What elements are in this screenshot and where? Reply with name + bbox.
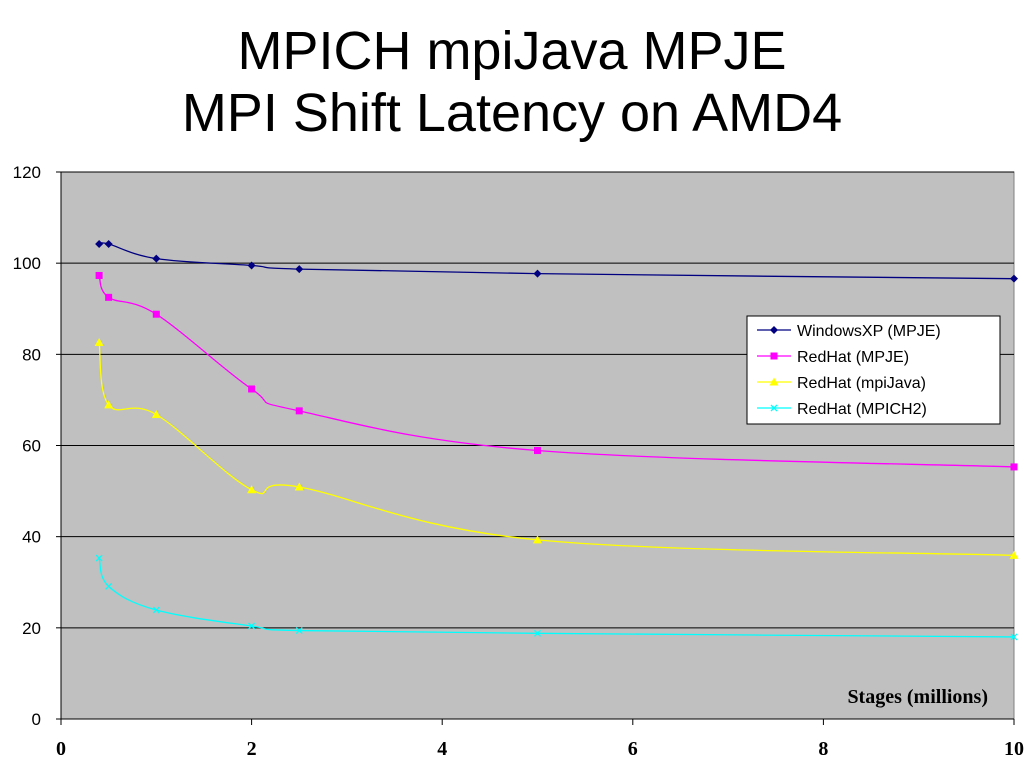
data-point xyxy=(105,293,113,301)
x-tick-label: 0 xyxy=(56,738,66,760)
marker-stroke xyxy=(152,606,160,614)
x-axis-ticks: 0 2 4 6 8 10 xyxy=(56,719,1024,760)
legend-label: WindowsXP (MPJE) xyxy=(797,323,941,340)
data-point xyxy=(105,582,113,590)
x-tick-label: 8 xyxy=(818,738,828,760)
data-point xyxy=(94,337,104,346)
legend-entry: RedHat (mpiJava) xyxy=(757,375,926,392)
data-point xyxy=(1010,274,1018,283)
legend: WindowsXP (MPJE) RedHat (MPJE) RedHat (mpi… xyxy=(746,315,1001,425)
x-tick-label: 2 xyxy=(247,738,257,760)
data-point xyxy=(152,310,160,318)
data-point xyxy=(104,240,113,249)
data-point xyxy=(247,261,256,270)
series-line xyxy=(98,342,1015,557)
series-layer xyxy=(94,240,1019,641)
marker-stroke xyxy=(105,582,113,590)
data-point xyxy=(248,622,256,630)
marker-stroke xyxy=(770,404,778,412)
data-point xyxy=(152,606,160,614)
series-line xyxy=(98,557,1015,638)
legend-label: RedHat (MPICH2) xyxy=(797,401,927,418)
data-point xyxy=(533,269,542,278)
series-line xyxy=(98,242,1015,280)
data-point xyxy=(294,482,304,491)
data-point xyxy=(295,627,303,635)
legend-swatch-marker xyxy=(770,404,778,412)
legend-label: RedHat (mpiJava) xyxy=(797,375,926,392)
data-point xyxy=(95,240,104,249)
y-tick-label: 0 xyxy=(32,710,41,729)
data-point xyxy=(534,629,541,637)
x-tick-label: 6 xyxy=(628,738,638,760)
y-tick-label: 60 xyxy=(22,437,41,456)
y-tick-label: 20 xyxy=(22,619,41,638)
x-axis-label: Stages (millions) xyxy=(847,686,988,708)
data-point xyxy=(295,265,304,274)
y-tick-label: 100 xyxy=(13,254,41,273)
legend-swatch-marker xyxy=(770,352,778,360)
legend-swatch-marker xyxy=(770,326,778,334)
series-2 xyxy=(95,271,1018,471)
legend-swatch-marker xyxy=(769,377,779,386)
data-point xyxy=(1010,463,1018,471)
marker-stroke xyxy=(534,629,541,637)
series-line xyxy=(98,275,1015,468)
data-point xyxy=(295,407,303,415)
y-tick-label: 40 xyxy=(22,528,41,547)
data-point xyxy=(1010,633,1018,641)
data-point xyxy=(1009,550,1019,559)
y-tick-label: 120 xyxy=(13,163,41,182)
marker-stroke xyxy=(95,554,103,562)
legend-box xyxy=(746,315,1001,425)
marker-stroke xyxy=(248,622,256,630)
y-axis-ticks: 0 20 40 60 80 100 120 xyxy=(13,163,61,729)
legend-label: RedHat (MPJE) xyxy=(797,349,909,366)
series-1 xyxy=(95,240,1018,283)
data-point xyxy=(534,447,541,455)
legend-entry: WindowsXP (MPJE) xyxy=(757,323,941,340)
data-point xyxy=(533,535,542,544)
data-point xyxy=(247,485,257,494)
x-tick-label: 4 xyxy=(437,738,447,760)
data-point xyxy=(248,385,256,393)
chart-title: MPICH mpiJava MPJE MPI Shift Latency on … xyxy=(0,20,1024,144)
x-tick-label: 10 xyxy=(1004,738,1024,760)
data-point xyxy=(152,254,161,263)
data-point xyxy=(95,554,103,562)
series-4 xyxy=(95,554,1018,641)
marker-stroke xyxy=(1010,633,1018,641)
data-point xyxy=(151,410,161,419)
data-point xyxy=(95,271,103,279)
series-3 xyxy=(94,337,1019,559)
chart-title-line-1: MPICH mpiJava MPJE xyxy=(237,21,787,81)
y-tick-label: 80 xyxy=(22,345,41,364)
legend-entry: RedHat (MPJE) xyxy=(757,349,909,366)
data-point xyxy=(104,400,114,409)
marker-stroke xyxy=(295,627,303,635)
legend-entry: RedHat (MPICH2) xyxy=(757,401,927,418)
chart-title-line-2: MPI Shift Latency on AMD4 xyxy=(181,83,843,143)
